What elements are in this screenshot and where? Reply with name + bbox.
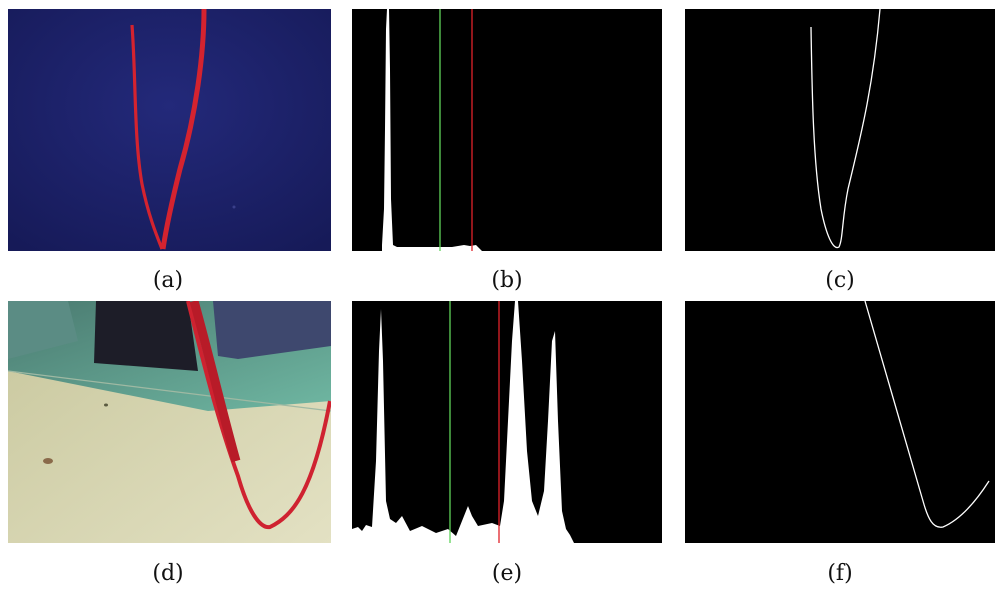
- caption-e: (e): [491, 561, 523, 586]
- histogram-e: [352, 301, 662, 543]
- caption-d: (d): [152, 561, 184, 586]
- caption-f: (f): [827, 561, 853, 586]
- caption-b: (b): [491, 268, 523, 293]
- edge-map-c: [685, 9, 995, 251]
- caption-c: (c): [825, 268, 855, 293]
- photo-rope-floor: [8, 301, 331, 543]
- histogram-b: [352, 9, 662, 251]
- caption-a: (a): [152, 268, 184, 293]
- edge-map-f: [685, 301, 995, 543]
- photo-rope-blue-background: [8, 9, 331, 251]
